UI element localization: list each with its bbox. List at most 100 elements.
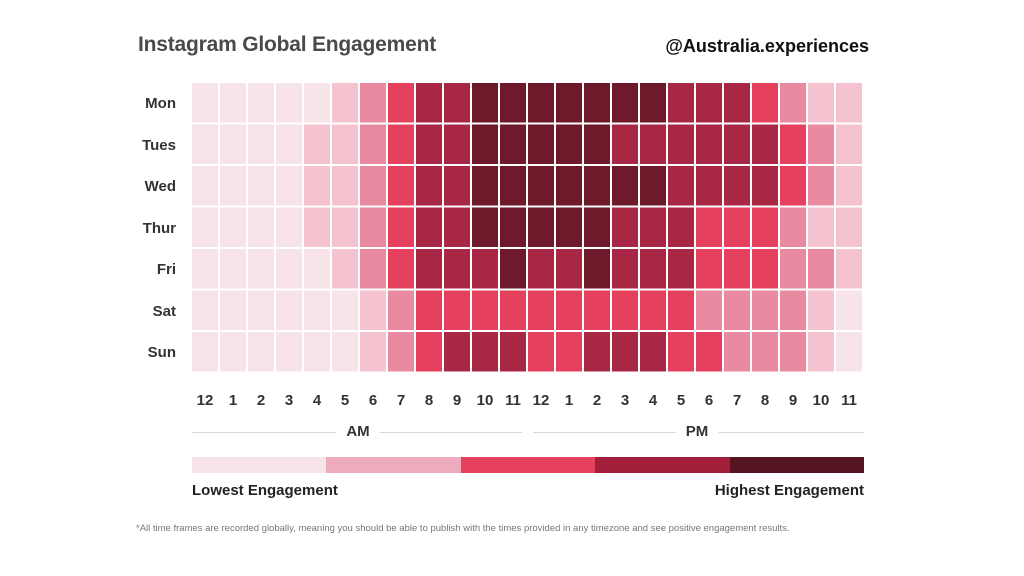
heatmap-cell-sun-16 (640, 332, 666, 372)
heatmap-cell-fri-12 (528, 249, 554, 289)
hour-label-13: 1 (564, 392, 574, 409)
heatmap-cell-fri-13 (556, 249, 582, 289)
heatmap-cell-wed-2 (248, 166, 274, 206)
heatmap-cell-fri-0 (192, 249, 218, 289)
heatmap-cell-sun-19 (724, 332, 750, 372)
heatmap-cell-tues-4 (304, 124, 330, 164)
heatmap-cell-thur-16 (640, 207, 666, 247)
hour-label-15: 3 (620, 392, 630, 409)
heatmap-cell-sat-19 (724, 290, 750, 330)
hour-label-11: 11 (505, 392, 521, 409)
heatmap-cell-tues-17 (668, 124, 694, 164)
heatmap-cell-wed-11 (500, 166, 526, 206)
heatmap-cell-tues-12 (528, 124, 554, 164)
heatmap-cell-mon-1 (220, 83, 246, 123)
heatmap-cell-thur-6 (360, 207, 386, 247)
hour-label-6: 6 (368, 392, 378, 409)
heatmap-cell-thur-4 (304, 207, 330, 247)
heatmap-cell-thur-5 (332, 207, 358, 247)
hour-label-16: 4 (648, 392, 658, 409)
legend-segment-3 (460, 457, 596, 473)
heatmap-cell-sun-18 (696, 332, 722, 372)
heatmap-cell-mon-4 (304, 83, 330, 123)
heatmap-cell-wed-7 (388, 166, 414, 206)
hour-label-14: 2 (592, 392, 602, 409)
heatmap-cell-fri-11 (500, 249, 526, 289)
heatmap-grid (192, 83, 862, 372)
heatmap-cell-thur-12 (528, 207, 554, 247)
heatmap-cell-thur-20 (752, 207, 778, 247)
heatmap-cell-thur-19 (724, 207, 750, 247)
heatmap-cell-sat-14 (584, 290, 610, 330)
heatmap-cell-wed-19 (724, 166, 750, 206)
heatmap-cell-tues-14 (584, 124, 610, 164)
heatmap-cell-sun-11 (500, 332, 526, 372)
day-label-thur: Thur (142, 219, 176, 237)
legend-low-label: Lowest Engagement (192, 482, 338, 499)
heatmap-cell-sat-11 (500, 290, 526, 330)
heatmap-cell-sat-15 (612, 290, 638, 330)
heatmap-cell-sun-6 (360, 332, 386, 372)
heatmap-cell-tues-7 (388, 124, 414, 164)
heatmap-cell-wed-6 (360, 166, 386, 206)
heatmap-cell-sat-4 (304, 290, 330, 330)
heatmap-cell-fri-2 (248, 249, 274, 289)
heatmap-cell-tues-1 (220, 124, 246, 164)
heatmap-cell-sat-22 (808, 290, 834, 330)
heatmap-cell-sun-17 (668, 332, 694, 372)
heatmap-cell-sat-10 (472, 290, 498, 330)
chart-title: Instagram Global Engagement (138, 33, 436, 56)
heatmap-cell-tues-11 (500, 124, 526, 164)
hour-label-8: 8 (424, 392, 434, 409)
heatmap-cell-wed-21 (780, 166, 806, 206)
heatmap-cell-wed-23 (836, 166, 862, 206)
heatmap-cell-tues-16 (640, 124, 666, 164)
heatmap-cell-fri-4 (304, 249, 330, 289)
heatmap-cell-fri-18 (696, 249, 722, 289)
heatmap-cell-wed-20 (752, 166, 778, 206)
hour-label-9: 9 (452, 392, 462, 409)
hour-label-10: 10 (476, 392, 494, 409)
heatmap-cell-sun-8 (416, 332, 442, 372)
heatmap-cell-wed-18 (696, 166, 722, 206)
heatmap-cell-sat-0 (192, 290, 218, 330)
heatmap-cell-sat-23 (836, 290, 862, 330)
heatmap-cell-tues-0 (192, 124, 218, 164)
heatmap-cell-fri-1 (220, 249, 246, 289)
heatmap-cell-mon-13 (556, 83, 582, 123)
heatmap-cell-wed-17 (668, 166, 694, 206)
hour-label-3: 3 (284, 392, 294, 409)
heatmap-cell-fri-15 (612, 249, 638, 289)
hour-label-12: 12 (532, 392, 550, 409)
heatmap-cell-fri-7 (388, 249, 414, 289)
heatmap-cell-mon-18 (696, 83, 722, 123)
heatmap-cell-sat-16 (640, 290, 666, 330)
heatmap-cell-tues-18 (696, 124, 722, 164)
heatmap-cell-tues-9 (444, 124, 470, 164)
heatmap-cell-wed-14 (584, 166, 610, 206)
heatmap-cell-fri-21 (780, 249, 806, 289)
heatmap-cell-wed-16 (640, 166, 666, 206)
heatmap-cell-mon-19 (724, 83, 750, 123)
day-label-sat: Sat (152, 302, 176, 320)
heatmap-cell-sun-1 (220, 332, 246, 372)
day-label-tues: Tues (142, 136, 176, 154)
heatmap-cell-sat-6 (360, 290, 386, 330)
legend-segment-4 (595, 457, 730, 473)
footnote: *All time frames are recorded globally, … (136, 523, 790, 534)
hour-label-1: 1 (228, 392, 238, 409)
heatmap-cell-sun-0 (192, 332, 218, 372)
heatmap-cell-mon-3 (276, 83, 302, 123)
heatmap-cell-fri-19 (724, 249, 750, 289)
heatmap-cell-sun-22 (808, 332, 834, 372)
heatmap-cell-fri-10 (472, 249, 498, 289)
heatmap-cell-sun-9 (444, 332, 470, 372)
heatmap-cell-fri-17 (668, 249, 694, 289)
heatmap-cell-mon-6 (360, 83, 386, 123)
heatmap-cell-sat-17 (668, 290, 694, 330)
legend-color-bar (192, 457, 865, 473)
heatmap-cell-thur-7 (388, 207, 414, 247)
heatmap-cell-thur-13 (556, 207, 582, 247)
heatmap-cell-thur-8 (416, 207, 442, 247)
heatmap-cell-sat-3 (276, 290, 302, 330)
